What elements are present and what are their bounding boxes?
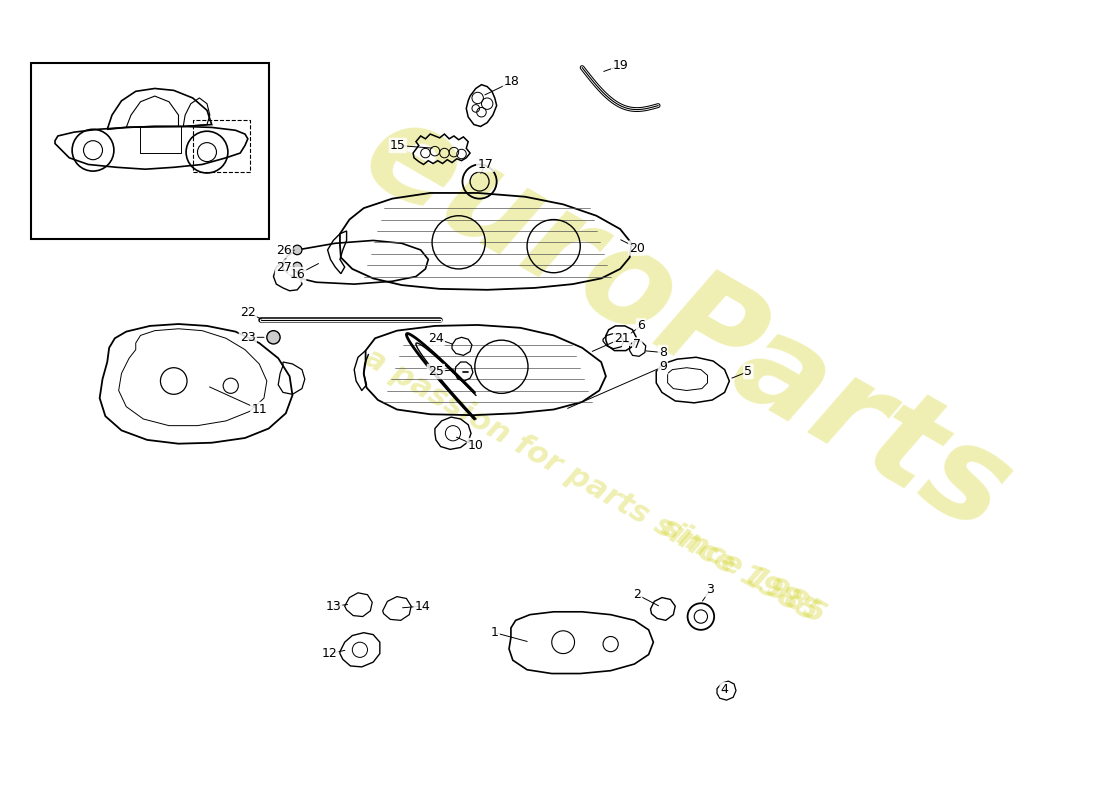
Text: 2: 2 <box>634 588 641 602</box>
Text: 21: 21 <box>614 332 630 345</box>
Text: 22: 22 <box>240 306 255 319</box>
Text: 3: 3 <box>706 583 714 597</box>
Text: 14: 14 <box>415 600 430 613</box>
FancyBboxPatch shape <box>31 63 268 238</box>
Text: 17: 17 <box>477 158 493 171</box>
Text: 24: 24 <box>428 332 443 345</box>
Text: 23: 23 <box>240 331 255 344</box>
Text: a passion for parts since 1985: a passion for parts since 1985 <box>360 343 824 628</box>
Circle shape <box>267 330 280 344</box>
Text: 20: 20 <box>629 242 646 254</box>
Text: 1: 1 <box>491 626 498 639</box>
Circle shape <box>293 245 303 254</box>
Text: euroParts: euroParts <box>342 88 1032 560</box>
Text: 19: 19 <box>613 59 628 72</box>
Text: 9: 9 <box>659 360 667 374</box>
Text: 26: 26 <box>276 244 292 258</box>
Text: 6: 6 <box>637 319 645 333</box>
Circle shape <box>293 262 303 272</box>
Text: 16: 16 <box>289 268 305 281</box>
Text: 15: 15 <box>389 139 406 152</box>
Text: 4: 4 <box>720 683 728 696</box>
Text: 27: 27 <box>276 261 292 274</box>
Text: 11: 11 <box>251 403 267 416</box>
Text: 10: 10 <box>468 439 484 452</box>
Text: 25: 25 <box>428 365 443 378</box>
Text: 5: 5 <box>745 365 752 378</box>
Text: 13: 13 <box>326 600 341 613</box>
Text: 7: 7 <box>634 338 641 351</box>
Text: since 1985: since 1985 <box>657 512 830 630</box>
Text: 12: 12 <box>321 647 338 660</box>
Text: 18: 18 <box>504 75 520 88</box>
Text: 8: 8 <box>659 346 667 359</box>
